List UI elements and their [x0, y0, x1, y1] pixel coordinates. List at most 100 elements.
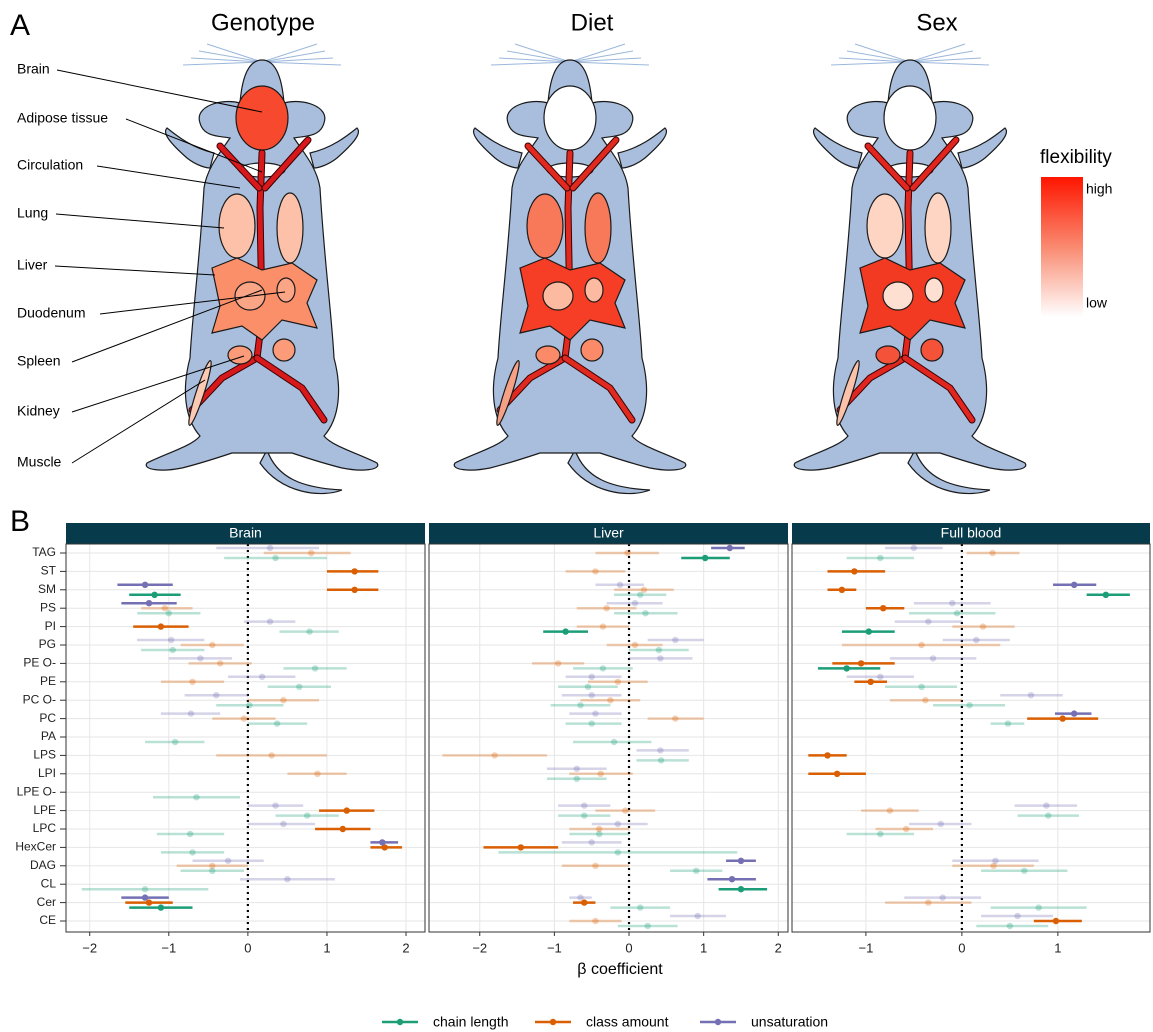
- estimate-point: [581, 812, 587, 818]
- estimate-point: [615, 821, 621, 827]
- estimate-point: [903, 826, 909, 832]
- estimate-point: [938, 821, 944, 827]
- y-tick-label: PC O-: [23, 692, 56, 706]
- organ-lung: [867, 194, 903, 258]
- legend-point: [397, 1019, 403, 1025]
- legend-label: chain length: [433, 1014, 509, 1030]
- estimate-point: [1007, 923, 1013, 929]
- organ-label: Lung: [17, 205, 48, 221]
- whisker: [183, 62, 262, 65]
- organ-lung: [219, 194, 255, 258]
- x-tick-label: 1: [1054, 940, 1061, 955]
- estimate-point: [280, 697, 286, 703]
- estimate-point: [738, 886, 744, 892]
- x-tick-label: 1: [700, 940, 707, 955]
- estimate-point: [939, 894, 945, 900]
- y-tick-label: LPI: [38, 766, 56, 780]
- estimate-point: [844, 665, 850, 671]
- estimate-point: [615, 849, 621, 855]
- legend-label: unsaturation: [751, 1014, 828, 1030]
- estimate-point: [868, 679, 874, 685]
- organ-label: Liver: [17, 257, 48, 273]
- organ-duodenum: [543, 282, 573, 310]
- color-bar: [1041, 177, 1083, 317]
- estimate-point: [574, 766, 580, 772]
- estimate-point: [603, 605, 609, 611]
- estimate-point: [340, 826, 346, 832]
- panel-background: [66, 544, 425, 932]
- estimate-point: [585, 684, 591, 690]
- estimate-point: [581, 802, 587, 808]
- estimate-point: [992, 858, 998, 864]
- y-tick-label: SM: [38, 582, 56, 596]
- estimate-point: [241, 715, 247, 721]
- estimate-point: [555, 660, 561, 666]
- leader-line: [57, 70, 262, 112]
- estimate-point: [1014, 913, 1020, 919]
- organ-label: Adipose tissue: [17, 110, 108, 126]
- estimate-point: [213, 692, 219, 698]
- estimate-point: [880, 605, 886, 611]
- estimate-point: [672, 637, 678, 643]
- estimate-point: [694, 913, 700, 919]
- estimate-point: [197, 655, 203, 661]
- x-axis-title: β coefficient: [577, 961, 663, 978]
- estimate-point: [491, 752, 497, 758]
- y-tick-label: DAG: [30, 858, 56, 872]
- estimate-point: [657, 747, 663, 753]
- x-tick-label: 0: [625, 940, 632, 955]
- estimate-point: [209, 863, 215, 869]
- estimate-point: [966, 702, 972, 708]
- y-tick-label: CE: [39, 913, 56, 927]
- estimate-point: [172, 739, 178, 745]
- x-tick-label: −1: [858, 940, 873, 955]
- organ-label: Kidney: [17, 403, 60, 419]
- estimate-point: [925, 618, 931, 624]
- estimate-point: [596, 826, 602, 832]
- y-tick-label: CL: [41, 876, 57, 890]
- estimate-point: [296, 684, 302, 690]
- whisker: [570, 62, 649, 65]
- whisker: [910, 62, 989, 65]
- estimate-point: [611, 739, 617, 745]
- estimate-point: [589, 692, 595, 698]
- estimate-point: [592, 710, 598, 716]
- estimate-point: [980, 623, 986, 629]
- estimate-point: [312, 665, 318, 671]
- x-tick-label: 1: [323, 940, 330, 955]
- x-tick-label: −1: [547, 940, 562, 955]
- x-tick-label: 2: [775, 940, 782, 955]
- figure: A Genotype Diet Sex Brain Adipose tissue…: [0, 0, 1153, 1032]
- estimate-point: [267, 545, 273, 551]
- whisker: [491, 62, 570, 65]
- page: {"panel_a": {"label": "A", "titles": ["G…: [0, 0, 1153, 1032]
- organ-label: Muscle: [17, 454, 62, 470]
- y-tick-label: PC: [39, 711, 56, 725]
- estimate-point: [918, 642, 924, 648]
- panel-label: B: [10, 505, 30, 538]
- estimate-point: [225, 858, 231, 864]
- arm: [474, 128, 522, 168]
- estimate-point: [592, 863, 598, 869]
- estimate-point: [151, 592, 157, 598]
- organ-label: Spleen: [17, 353, 61, 369]
- estimate-point: [272, 555, 278, 561]
- estimate-point: [314, 771, 320, 777]
- legend-label: high: [1086, 181, 1112, 197]
- estimate-point: [589, 674, 595, 680]
- estimate-point: [589, 839, 595, 845]
- estimate-point: [637, 904, 643, 910]
- mouse-title: Genotype: [211, 9, 315, 36]
- estimate-point: [702, 555, 708, 561]
- estimate-point: [925, 899, 931, 905]
- estimate-point: [597, 771, 603, 777]
- estimate-point: [839, 587, 845, 593]
- organ-kidney: [228, 346, 252, 364]
- organ-spleen: [921, 339, 943, 361]
- panel-label: A: [10, 9, 30, 42]
- facet-title: Liver: [593, 525, 624, 541]
- estimate-point: [304, 812, 310, 818]
- estimate-point: [1043, 802, 1049, 808]
- estimate-point: [280, 821, 286, 827]
- organ-lung: [925, 193, 951, 263]
